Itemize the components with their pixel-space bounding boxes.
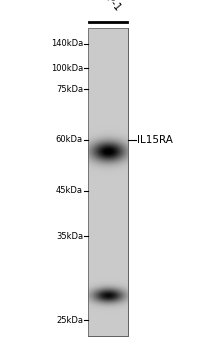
Text: 140kDa: 140kDa bbox=[51, 39, 83, 48]
Bar bbox=[88, 28, 128, 336]
Text: THP-1: THP-1 bbox=[95, 0, 123, 12]
Text: IL15RA: IL15RA bbox=[137, 135, 173, 145]
Text: 75kDa: 75kDa bbox=[56, 85, 83, 94]
Text: 100kDa: 100kDa bbox=[51, 64, 83, 73]
Text: 35kDa: 35kDa bbox=[56, 232, 83, 241]
Bar bbox=[88, 28, 128, 336]
Text: 60kDa: 60kDa bbox=[56, 135, 83, 145]
Text: 45kDa: 45kDa bbox=[56, 186, 83, 195]
Text: 25kDa: 25kDa bbox=[56, 316, 83, 325]
